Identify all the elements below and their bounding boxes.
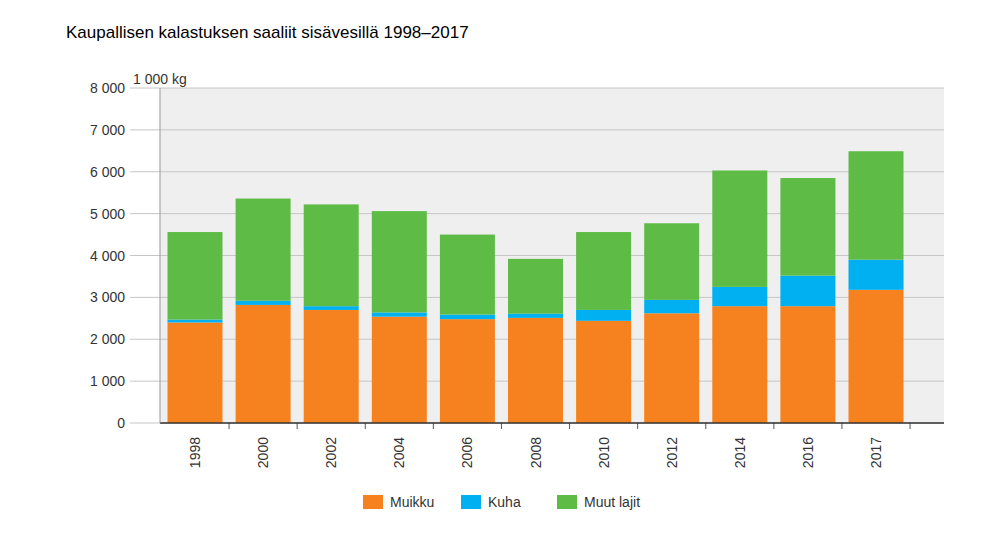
- grid-line: [160, 423, 944, 424]
- x-tick-label: 2017: [868, 437, 884, 468]
- x-tick-mark: [705, 423, 706, 429]
- bar-segment: [712, 306, 767, 423]
- plot-background: [160, 88, 944, 423]
- bar-segment: [780, 178, 835, 276]
- bar-segment: [780, 306, 835, 423]
- bar-segment: [849, 151, 904, 259]
- tick-mark: [130, 381, 160, 382]
- bar-segment: [576, 321, 631, 423]
- legend-swatch: [557, 495, 577, 509]
- bar-segment: [440, 315, 495, 320]
- y-tick-label: 2 000: [90, 331, 125, 347]
- bar-segment: [304, 306, 359, 310]
- x-tick-label: 2010: [596, 437, 612, 468]
- bar-segment: [644, 300, 699, 313]
- x-tick-label: 1998: [187, 437, 203, 468]
- x-tick-label: 2006: [459, 437, 475, 468]
- y-tick-label: 8 000: [90, 80, 125, 96]
- title: Kaupallisen kalastuksen saaliit sisävesi…: [66, 23, 469, 42]
- x-tick-label: 2004: [391, 437, 407, 468]
- bar-segment: [849, 290, 904, 423]
- chart-container: Kaupallisen kalastuksen saaliit sisävesi…: [0, 0, 981, 544]
- bar-segment: [372, 211, 427, 312]
- bar-segment: [576, 310, 631, 321]
- x-axis: [160, 422, 944, 424]
- y-tick-label: 0: [117, 415, 125, 431]
- tick-mark: [130, 423, 160, 424]
- y-axis: [160, 88, 161, 423]
- y-tick-label: 7 000: [90, 122, 125, 138]
- tick-mark: [130, 339, 160, 340]
- x-tick-label: 2000: [255, 437, 271, 468]
- bar-segment: [576, 232, 631, 310]
- tick-mark: [130, 213, 160, 214]
- tick-mark: [130, 171, 160, 172]
- bar-segment: [849, 260, 904, 290]
- y-axis-label: 1 000 kg: [133, 71, 187, 87]
- bar-segment: [508, 314, 563, 318]
- tick-mark: [130, 88, 160, 89]
- bar-segment: [644, 313, 699, 423]
- bars: [168, 151, 904, 423]
- legend-swatch: [461, 495, 481, 509]
- bar-segment: [168, 323, 223, 424]
- tick-mark: [130, 297, 160, 298]
- bar-segment: [304, 310, 359, 423]
- x-tick-label: 2012: [664, 437, 680, 468]
- bar-segment: [372, 312, 427, 316]
- bar-segment: [304, 204, 359, 306]
- bar-segment: [168, 232, 223, 320]
- x-tick-mark: [637, 423, 638, 429]
- x-tick-label: 2002: [323, 437, 339, 468]
- x-tick-mark: [773, 423, 774, 429]
- tick-mark: [130, 129, 160, 130]
- bar-segment: [712, 170, 767, 286]
- chart-svg: Kaupallisen kalastuksen saaliit sisävesi…: [0, 0, 981, 544]
- x-tick-label: 2016: [800, 437, 816, 468]
- bar-segment: [508, 318, 563, 423]
- x-tick-mark: [841, 423, 842, 429]
- bar-segment: [780, 276, 835, 307]
- legend-label: Muut lajit: [584, 494, 640, 510]
- y-tick-label: 4 000: [90, 248, 125, 264]
- y-tick-label: 1 000: [90, 373, 125, 389]
- x-tick-mark: [229, 423, 230, 429]
- x-tick-mark: [569, 423, 570, 429]
- legend-label: Kuha: [488, 494, 521, 510]
- bar-segment: [644, 223, 699, 300]
- x-tick-mark: [433, 423, 434, 429]
- bar-segment: [168, 320, 223, 323]
- grid-line: [160, 129, 944, 130]
- y-tick-label: 6 000: [90, 164, 125, 180]
- bar-segment: [712, 287, 767, 306]
- x-tick-label: 2014: [732, 437, 748, 468]
- x-tick-label: 2008: [528, 437, 544, 468]
- bar-segment: [236, 305, 291, 423]
- y-tick-label: 3 000: [90, 289, 125, 305]
- bar-segment: [440, 235, 495, 315]
- grid-line: [160, 88, 944, 89]
- bar-segment: [440, 319, 495, 423]
- x-tick-mark: [297, 423, 298, 429]
- bar-segment: [236, 301, 291, 305]
- tick-mark: [130, 255, 160, 256]
- legend-label: Muikku: [390, 494, 434, 510]
- y-tick-label: 5 000: [90, 206, 125, 222]
- bar-segment: [236, 199, 291, 301]
- legend-swatch: [363, 495, 383, 509]
- x-tick-mark: [501, 423, 502, 429]
- x-tick-mark: [365, 423, 366, 429]
- bar-segment: [508, 259, 563, 314]
- bar-segment: [372, 317, 427, 423]
- grid-line: [160, 171, 944, 172]
- x-tick-mark: [910, 423, 911, 429]
